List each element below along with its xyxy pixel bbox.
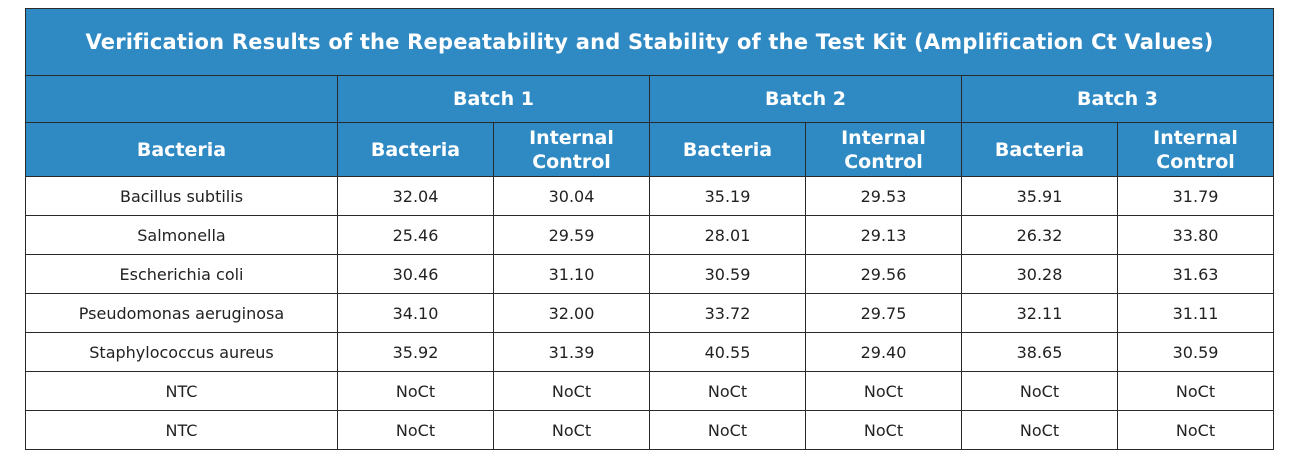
table-cell: NoCt xyxy=(961,371,1118,411)
row-bacteria-name: Staphylococcus aureus xyxy=(25,332,338,372)
table-cell: 38.65 xyxy=(961,332,1118,372)
table-row: Salmonella 25.46 29.59 28.01 29.13 26.32… xyxy=(25,215,1275,255)
table-cell: 30.59 xyxy=(1116,332,1275,372)
batch-3-internal-control-header: Internal Control xyxy=(1116,122,1275,177)
table-cell: 28.01 xyxy=(649,215,806,255)
table-cell: 26.32 xyxy=(961,215,1118,255)
batch-2-bacteria-header: Bacteria xyxy=(649,122,806,177)
table-cell: 32.00 xyxy=(493,293,650,333)
table-cell: 35.19 xyxy=(649,176,806,216)
row-bacteria-name: Pseudomonas aeruginosa xyxy=(25,293,338,333)
table-cell: NoCt xyxy=(337,410,494,450)
table-row: Escherichia coli 30.46 31.10 30.59 29.56… xyxy=(25,254,1275,294)
batch-1-bacteria-header: Bacteria xyxy=(337,122,494,177)
table-cell: 31.63 xyxy=(1116,254,1275,294)
table-row: Pseudomonas aeruginosa 34.10 32.00 33.72… xyxy=(25,293,1275,333)
table-cell: 33.72 xyxy=(649,293,806,333)
table-row: NTC NoCt NoCt NoCt NoCt NoCt NoCt xyxy=(25,371,1275,411)
row-bacteria-name: NTC xyxy=(25,371,338,411)
results-table: Verification Results of the Repeatabilit… xyxy=(24,8,1275,450)
batch-3-bacteria-header: Bacteria xyxy=(961,122,1118,177)
table-cell: 33.80 xyxy=(1116,215,1275,255)
table-cell: 30.28 xyxy=(961,254,1118,294)
table-cell: NoCt xyxy=(493,410,650,450)
table-cell: NoCt xyxy=(337,371,494,411)
table-cell: 32.11 xyxy=(961,293,1118,333)
row-bacteria-name: Bacillus subtilis xyxy=(25,176,338,216)
table-cell: 29.13 xyxy=(805,215,962,255)
table-row: Bacillus subtilis 32.04 30.04 35.19 29.5… xyxy=(25,176,1275,216)
batch-1-header: Batch 1 xyxy=(337,75,650,123)
internal-control-line2: Control xyxy=(1156,150,1235,173)
table-row: NTC NoCt NoCt NoCt NoCt NoCt NoCt xyxy=(25,410,1275,450)
table-cell: 30.04 xyxy=(493,176,650,216)
table-cell: 40.55 xyxy=(649,332,806,372)
table-cell: NoCt xyxy=(649,410,806,450)
row-label-header: Bacteria xyxy=(25,122,338,177)
batch-2-internal-control-header: Internal Control xyxy=(805,122,962,177)
row-bacteria-name: NTC xyxy=(25,410,338,450)
table-cell: NoCt xyxy=(805,410,962,450)
table-cell: NoCt xyxy=(961,410,1118,450)
internal-control-line1: Internal xyxy=(1153,126,1238,149)
table-cell: 29.59 xyxy=(493,215,650,255)
table-cell: 29.75 xyxy=(805,293,962,333)
table-cell: 29.56 xyxy=(805,254,962,294)
internal-control-line2: Control xyxy=(844,150,923,173)
table-cell: 31.39 xyxy=(493,332,650,372)
batch-header-row: Batch 1 Batch 2 Batch 3 xyxy=(25,75,1275,123)
table-cell: 31.10 xyxy=(493,254,650,294)
table-row: Staphylococcus aureus 35.92 31.39 40.55 … xyxy=(25,332,1275,372)
batch-header-blank xyxy=(25,75,338,123)
column-header-row: Bacteria Bacteria Internal Control Bacte… xyxy=(25,122,1275,177)
results-table-container: Verification Results of the Repeatabilit… xyxy=(24,8,1275,450)
row-bacteria-name: Escherichia coli xyxy=(25,254,338,294)
table-cell: 35.91 xyxy=(961,176,1118,216)
table-cell: NoCt xyxy=(649,371,806,411)
batch-1-internal-control-header: Internal Control xyxy=(493,122,650,177)
table-cell: 34.10 xyxy=(337,293,494,333)
internal-control-line1: Internal xyxy=(529,126,614,149)
table-cell: 25.46 xyxy=(337,215,494,255)
table-cell: 35.92 xyxy=(337,332,494,372)
table-cell: 30.59 xyxy=(649,254,806,294)
batch-3-header: Batch 3 xyxy=(960,75,1275,123)
table-cell: 31.79 xyxy=(1116,176,1275,216)
table-cell: 30.46 xyxy=(337,254,494,294)
title-row: Verification Results of the Repeatabilit… xyxy=(24,8,1275,76)
table-title: Verification Results of the Repeatabilit… xyxy=(24,8,1275,76)
table-cell: 29.40 xyxy=(805,332,962,372)
table-cell: 31.11 xyxy=(1116,293,1275,333)
table-cell: NoCt xyxy=(493,371,650,411)
table-cell: 32.04 xyxy=(337,176,494,216)
table-cell: NoCt xyxy=(1116,410,1275,450)
internal-control-line2: Control xyxy=(532,150,611,173)
internal-control-line1: Internal xyxy=(841,126,926,149)
table-cell: NoCt xyxy=(1116,371,1275,411)
table-cell: NoCt xyxy=(805,371,962,411)
row-bacteria-name: Salmonella xyxy=(25,215,338,255)
batch-2-header: Batch 2 xyxy=(649,75,962,123)
table-cell: 29.53 xyxy=(805,176,962,216)
